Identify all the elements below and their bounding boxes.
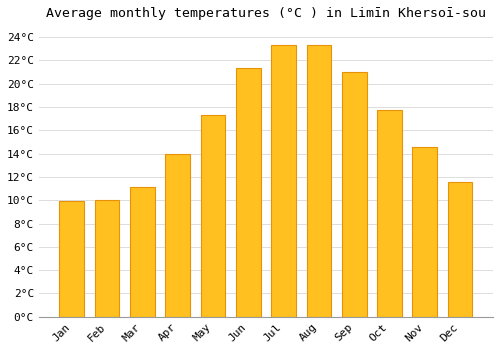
Bar	[342, 72, 366, 317]
Bar	[60, 201, 84, 317]
Bar	[166, 154, 190, 317]
Bar	[448, 182, 472, 317]
Bar	[94, 200, 120, 317]
Bar	[306, 45, 331, 317]
Title: Average monthly temperatures (°C ) in Limīn Khersoī­sou: Average monthly temperatures (°C ) in Li…	[46, 7, 486, 20]
Bar	[271, 45, 296, 317]
Bar	[236, 68, 260, 317]
Bar	[377, 110, 402, 317]
Bar	[130, 187, 155, 317]
Bar	[200, 115, 226, 317]
Bar	[412, 147, 437, 317]
